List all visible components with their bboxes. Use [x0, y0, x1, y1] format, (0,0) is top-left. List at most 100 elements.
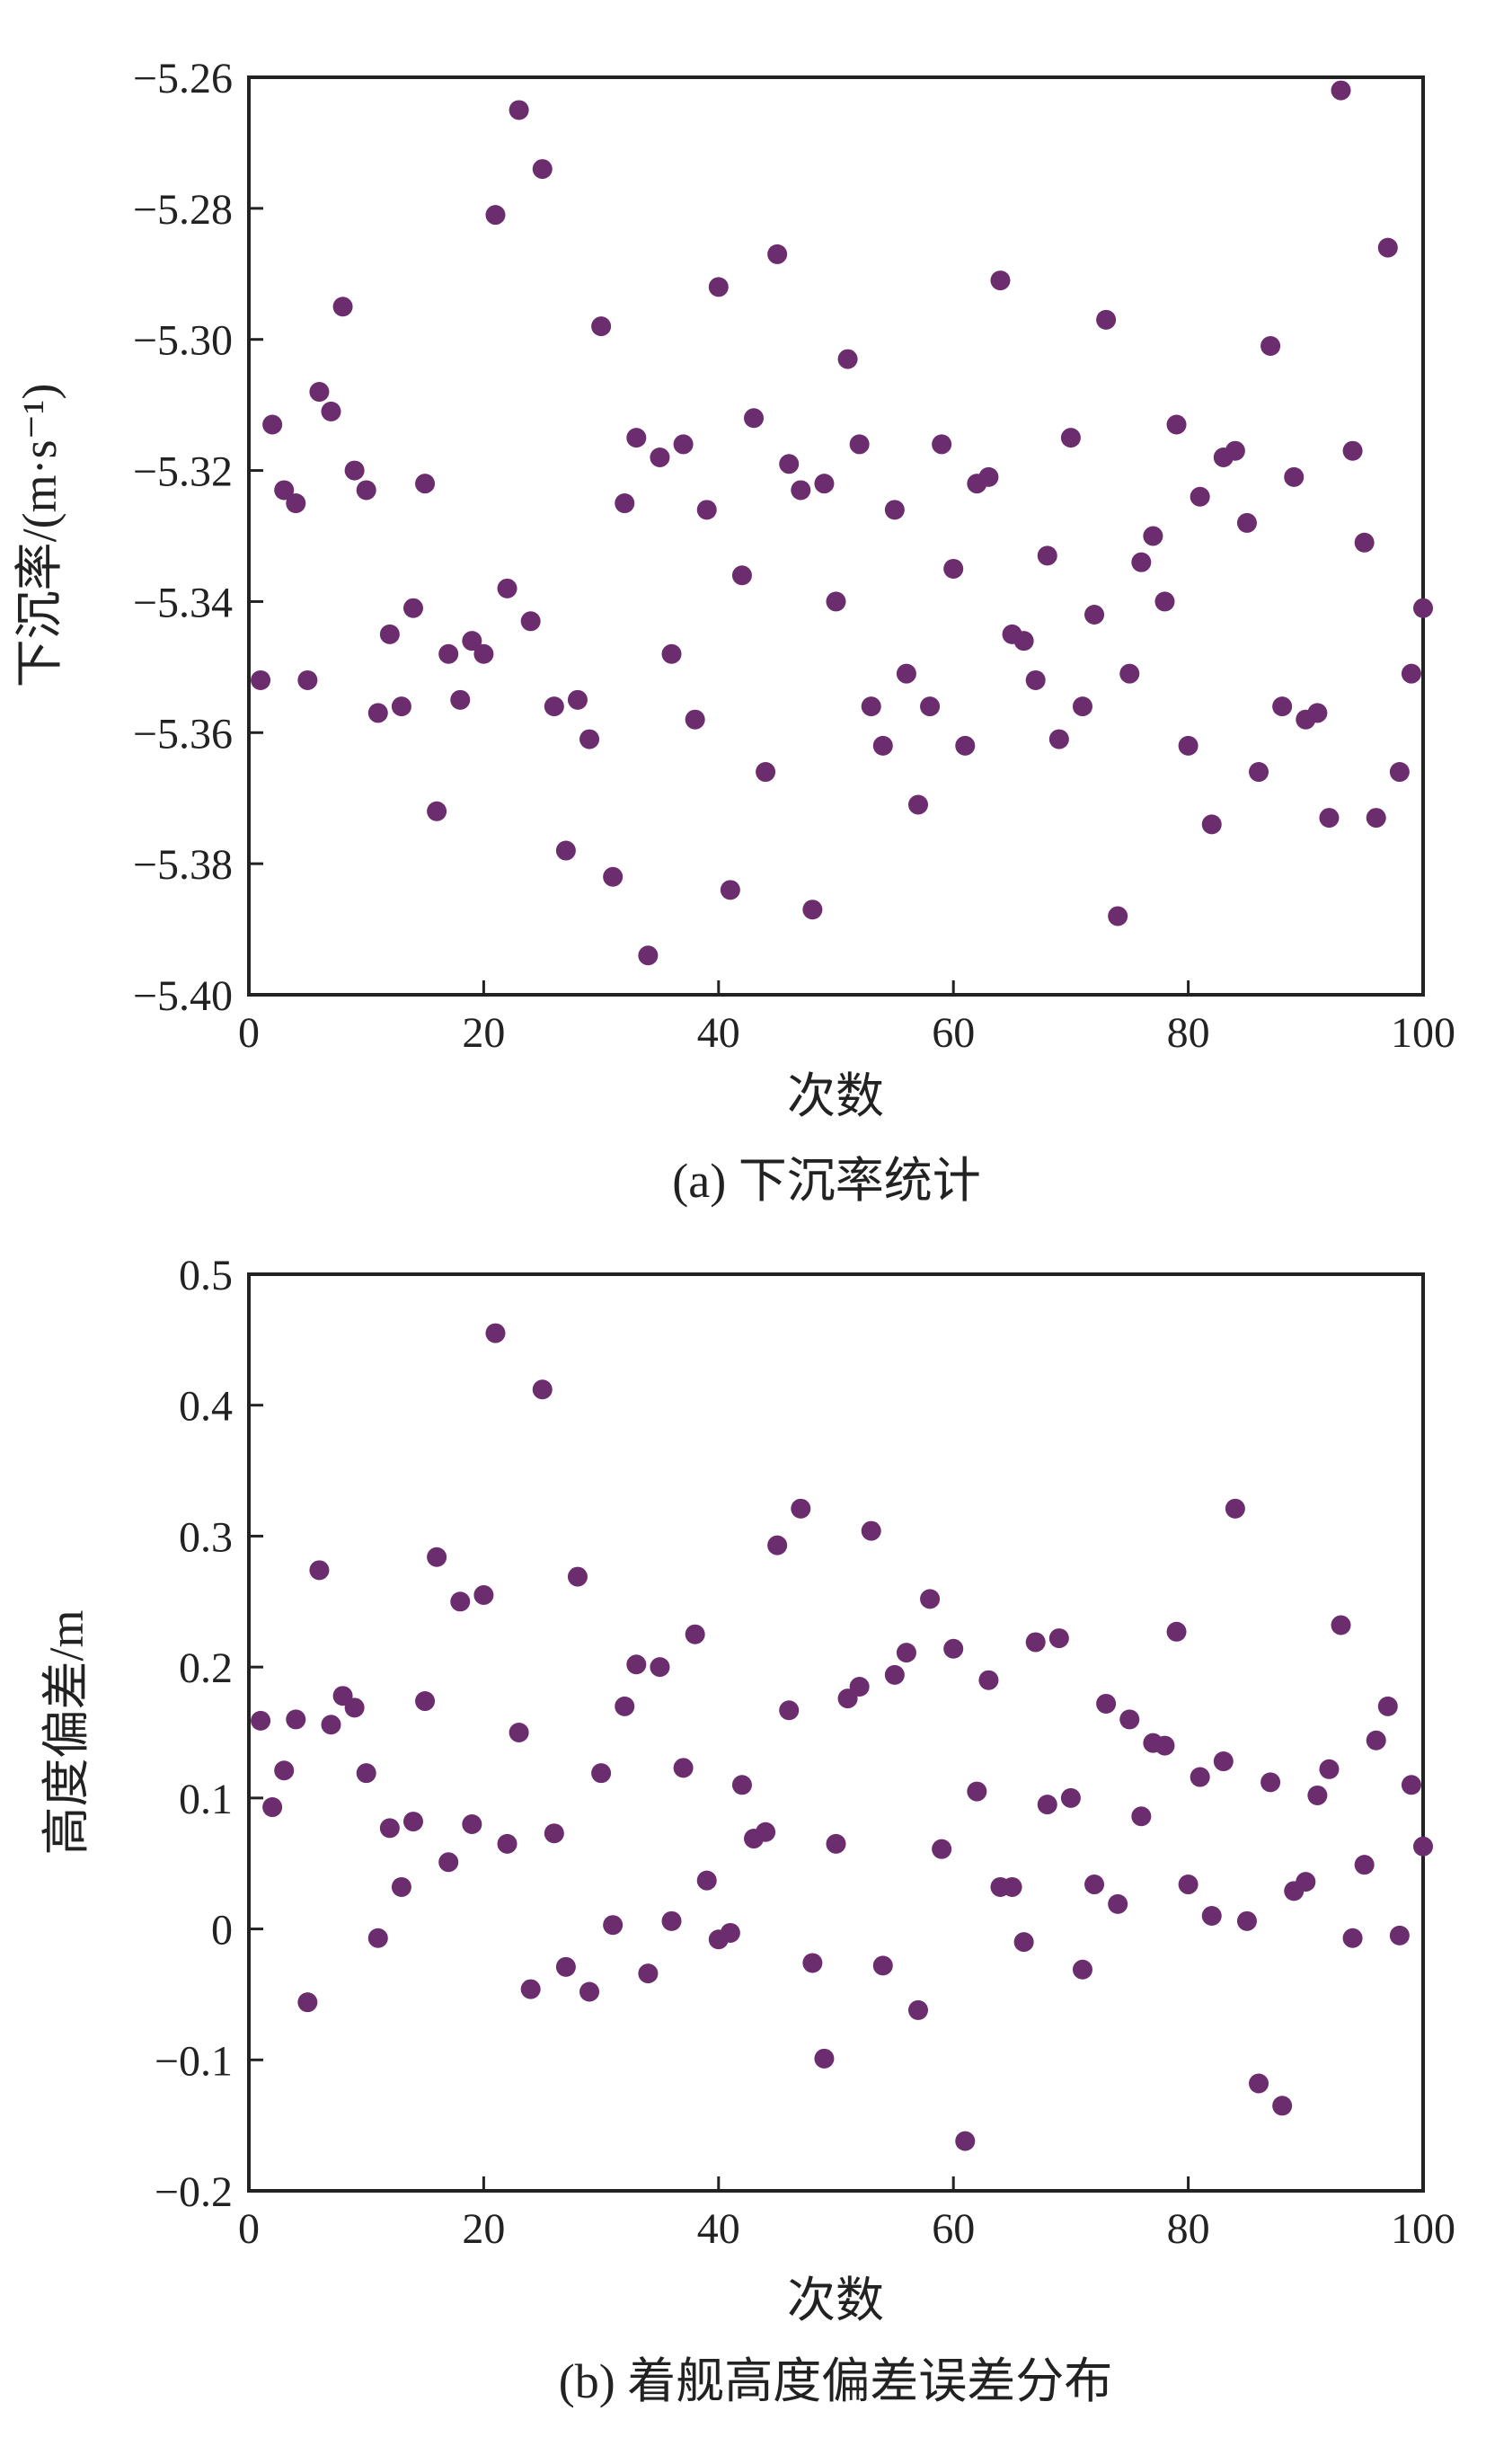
panel-b-data-point — [1013, 1932, 1034, 1953]
panel-a-points — [251, 80, 1433, 966]
panel-a-data-point — [685, 709, 705, 730]
panel-b-data-point — [1178, 1875, 1199, 1895]
panel-b-data-point — [650, 1657, 670, 1678]
panel-b-data-point — [579, 1981, 600, 2002]
panel-a-data-point — [462, 631, 482, 651]
panel-b-data-point — [1119, 1709, 1140, 1730]
panel-a-data-point — [1143, 526, 1163, 546]
panel-a: −5.26 −5.28 −5.30 −5.32 −5.34 −5.36 −5.38 −5.40… — [13, 55, 1455, 1208]
panel-b-data-point — [1166, 1621, 1187, 1642]
panel-b-y-tick-label: −0.1 — [155, 2037, 233, 2085]
panel-a-data-point — [650, 447, 670, 467]
panel-b-data-point — [1354, 1855, 1375, 1875]
panel-b-data-point — [802, 1953, 823, 1973]
panel-b-data-point — [544, 1823, 564, 1844]
panel-b-data-point — [1413, 1836, 1433, 1857]
panel-a-data-point — [1401, 663, 1421, 684]
panel-a-data-point — [731, 565, 752, 586]
panel-b-data-point — [943, 1638, 964, 1659]
panel-a-data-point — [990, 270, 1011, 291]
panel-a-data-point — [1307, 703, 1328, 723]
panel-b-data-point — [427, 1547, 447, 1567]
panel-b-data-point — [532, 1379, 553, 1400]
panel-b-y-tick-labels: 0.5 0.4 0.3 0.2 0.1 0 −0.1 −0.2 — [155, 1252, 233, 2216]
panel-b-x-axis-title: 次数 — [787, 2273, 884, 2327]
panel-a-data-point — [943, 558, 964, 579]
panel-b-data-point — [661, 1910, 682, 1931]
panel-b-data-point — [415, 1691, 436, 1712]
panel-a-data-point — [567, 689, 588, 710]
panel-a-data-point — [1166, 414, 1187, 435]
panel-b-data-point — [849, 1677, 870, 1697]
panel-b-x-tick-label: 80 — [1167, 2205, 1210, 2253]
panel-b-data-point — [731, 1775, 752, 1795]
panel-a-data-point — [1284, 466, 1305, 487]
panel-b-data-point — [1002, 1876, 1022, 1897]
panel-a-x-axis-title: 次数 — [787, 1069, 884, 1123]
panel-b-points — [251, 1323, 1433, 2151]
panel-a-data-point — [661, 643, 682, 664]
panel-b-data-point — [872, 1955, 893, 1976]
panel-a-data-point — [1131, 552, 1152, 572]
panel-a-data-point — [297, 669, 318, 690]
panel-a-y-tick-label: −5.30 — [133, 317, 233, 365]
panel-a-data-point — [720, 880, 740, 900]
panel-a-data-point — [1225, 440, 1245, 461]
panel-a-data-point — [544, 696, 564, 717]
panel-a-data-point — [1037, 545, 1057, 566]
panel-b-data-point — [896, 1643, 916, 1663]
panel-b-data-point — [884, 1664, 905, 1685]
panel-a-data-point — [673, 434, 694, 455]
panel-b-data-point — [473, 1585, 494, 1605]
panel-a-data-point — [367, 703, 388, 723]
panel-b-data-point — [1060, 1787, 1081, 1808]
panel-a-data-point — [1154, 591, 1175, 612]
panel-a-data-point — [861, 696, 881, 717]
panel-b-data-point — [720, 1922, 740, 1943]
panel-a-data-point — [415, 474, 436, 494]
panel-b-data-point — [1154, 1735, 1175, 1756]
panel-b-data-point — [615, 1696, 635, 1716]
panel-a-data-point — [767, 244, 788, 264]
panel-b-data-point — [321, 1715, 341, 1735]
panel-b-y-tick-label: 0.1 — [179, 1776, 233, 1823]
panel-b-data-point — [1072, 1959, 1092, 1980]
panel-a-y-tick-label: −5.34 — [133, 579, 233, 626]
panel-a-data-point — [344, 460, 365, 481]
panel-a-data-point — [1236, 512, 1257, 533]
panel-a-data-point — [1413, 598, 1433, 618]
panel-b-data-point — [262, 1797, 283, 1818]
panel-a-x-tick-label: 60 — [932, 1009, 975, 1057]
panel-a-x-tick-label: 20 — [462, 1009, 505, 1057]
panel-a-data-point — [696, 500, 717, 520]
panel-b-data-point — [309, 1560, 330, 1581]
panel-a-x-tick-label: 40 — [697, 1009, 740, 1057]
panel-a-data-point — [837, 349, 858, 369]
panel-a-data-point — [814, 474, 835, 494]
panel-a-data-point — [626, 428, 647, 448]
panel-b-data-point — [1342, 1928, 1363, 1948]
panel-a-data-point — [603, 866, 624, 887]
panel-a-data-point — [520, 611, 541, 632]
panel-b-data-point — [791, 1498, 811, 1519]
panel-b-data-point — [907, 1999, 928, 2020]
panel-b-data-point — [826, 1833, 846, 1854]
panel-b-data-point — [1319, 1759, 1340, 1779]
panel-a-data-point — [896, 663, 916, 684]
panel-a-data-point — [1025, 669, 1046, 690]
panel-b-data-point — [1236, 1910, 1257, 1931]
panel-b-data-point — [1389, 1925, 1410, 1945]
panel-a-data-point — [309, 382, 330, 403]
panel-a-data-point — [907, 794, 928, 815]
panel-a-data-point — [286, 493, 306, 514]
panel-b-data-point — [591, 1763, 612, 1784]
panel-b-data-point — [1131, 1806, 1152, 1827]
panel-b-data-point — [520, 1979, 541, 1999]
panel-b-data-point — [450, 1591, 471, 1612]
panel-a-data-point — [1084, 605, 1105, 625]
panel-a-data-point — [1190, 486, 1210, 507]
panel-a-data-point — [332, 297, 353, 317]
panel-b-data-point — [967, 1781, 987, 1802]
panel-a-data-point — [321, 401, 341, 421]
panel-b-data-point — [861, 1520, 881, 1541]
